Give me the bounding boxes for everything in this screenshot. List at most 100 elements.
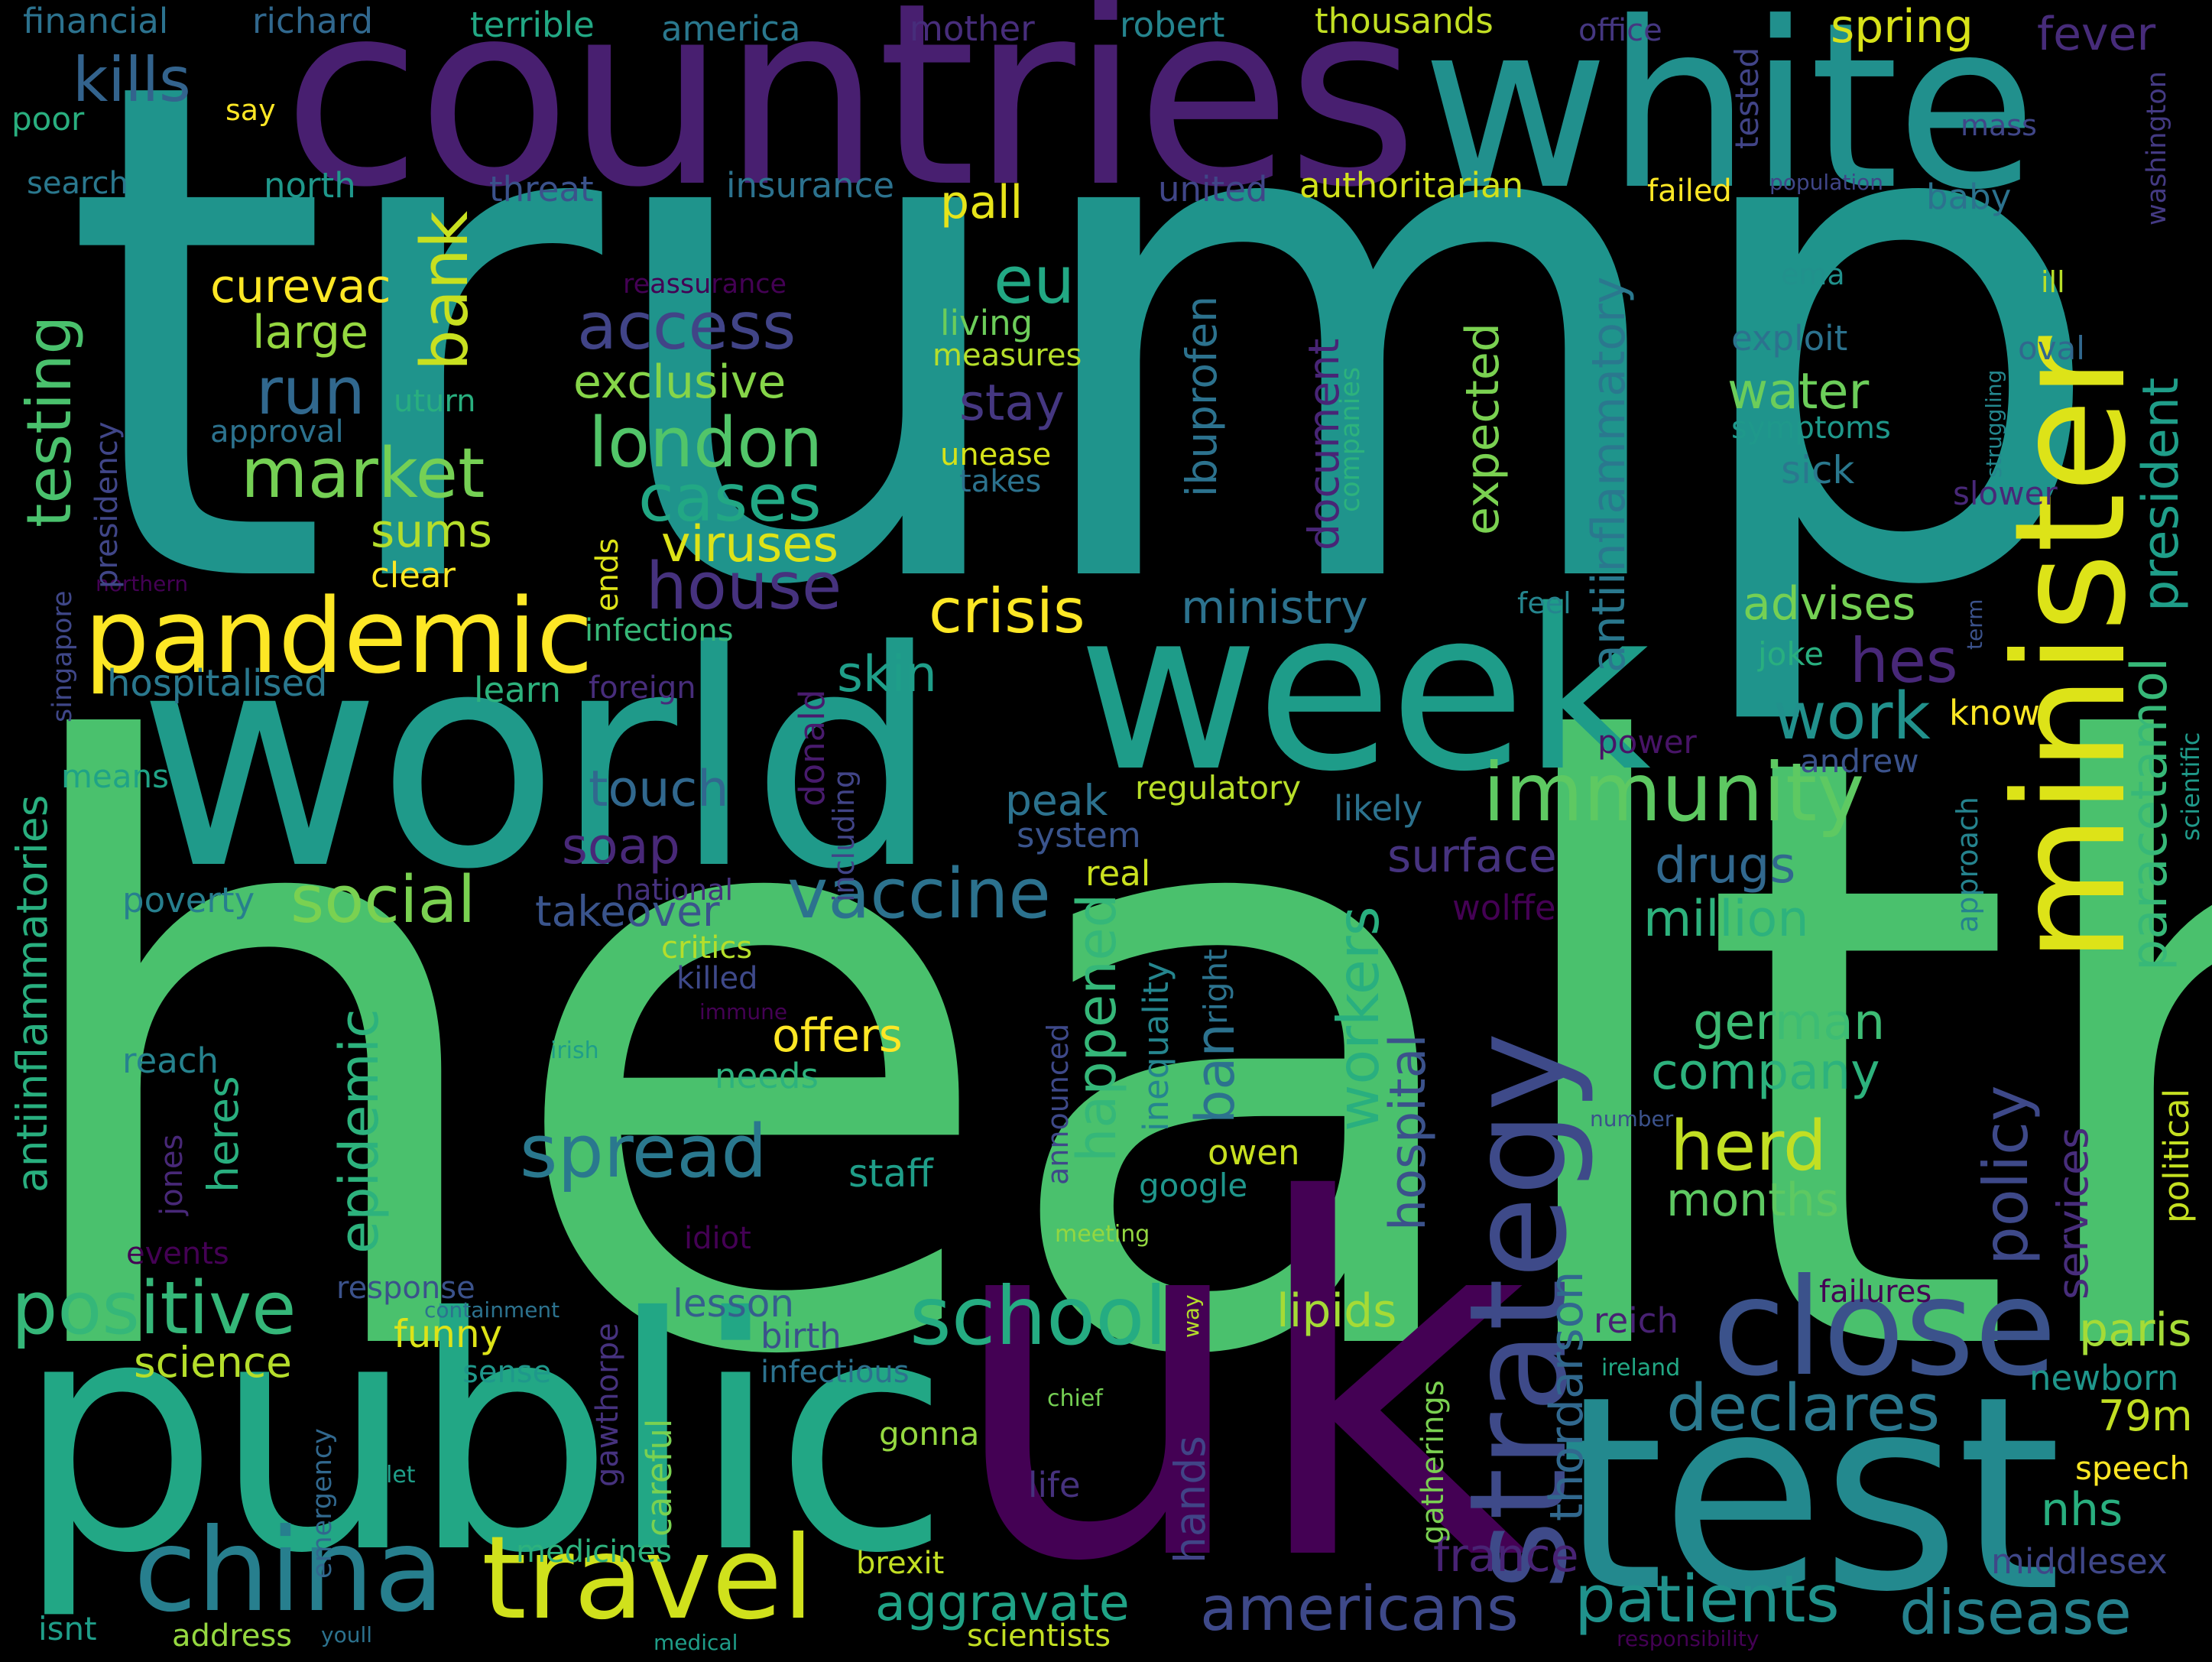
word-exploit: exploit xyxy=(1731,318,1848,359)
word-crisis: crisis xyxy=(929,576,1085,647)
word-stay: stay xyxy=(959,375,1065,432)
word-insurance: insurance xyxy=(726,165,895,206)
word-office: office xyxy=(1578,13,1662,48)
word-water: water xyxy=(1727,363,1870,420)
word-run: run xyxy=(256,354,365,430)
word-kills: kills xyxy=(73,44,191,115)
word-london: london xyxy=(589,403,823,483)
word-social: social xyxy=(290,862,476,938)
word-policy: policy xyxy=(1970,1085,2042,1265)
word-antiinflammatories: antiinflammatories xyxy=(8,794,57,1193)
word-reich: reich xyxy=(1594,1300,1678,1341)
word-travel: travel xyxy=(482,1512,815,1645)
word-surface: surface xyxy=(1387,829,1557,883)
word-test: test xyxy=(1559,1339,2061,1651)
word-singapore: singapore xyxy=(47,590,78,722)
word-baby: baby xyxy=(1926,177,2012,217)
word-white: white xyxy=(1422,0,2037,240)
word-way: way xyxy=(1179,1294,1204,1338)
word-eu: eu xyxy=(994,243,1075,319)
word-birth: birth xyxy=(761,1316,842,1356)
word-americans: americans xyxy=(1200,1573,1519,1644)
word-access: access xyxy=(577,289,796,365)
word-clear: clear xyxy=(371,555,456,596)
word-thousands: thousands xyxy=(1315,1,1494,41)
word-national: national xyxy=(615,873,734,907)
word-scientific: scientific xyxy=(2176,732,2205,841)
word-life: life xyxy=(1028,1465,1081,1505)
word-washington: washington xyxy=(2142,71,2172,226)
word-happened: happened xyxy=(1065,893,1128,1162)
word-medical: medical xyxy=(654,1630,738,1655)
word-medicines: medicines xyxy=(516,1534,672,1569)
word-paris: paris xyxy=(2079,1303,2192,1357)
word-hospitalised: hospitalised xyxy=(107,662,328,705)
word-gonna: gonna xyxy=(879,1415,980,1453)
word-ban: ban xyxy=(1184,1023,1247,1124)
word-fever: fever xyxy=(2037,8,2156,61)
word-financial: financial xyxy=(23,1,169,41)
word-ministry: ministry xyxy=(1181,581,1368,635)
word-means: means xyxy=(61,758,169,795)
word-right: right xyxy=(1197,949,1234,1024)
word-house: house xyxy=(646,549,842,625)
word-including: including xyxy=(827,769,861,902)
word-infectious: infectious xyxy=(761,1355,910,1390)
word-infections: infections xyxy=(585,613,734,648)
word-staff: staff xyxy=(848,1151,933,1196)
word-lipids: lipids xyxy=(1276,1284,1397,1338)
word-takes: takes xyxy=(959,464,1042,499)
word-services: services xyxy=(2048,1127,2097,1300)
word-north: north xyxy=(264,165,356,206)
word-irish: irish xyxy=(550,1037,599,1064)
word-political: political xyxy=(2156,1088,2197,1223)
word-market: market xyxy=(241,433,485,514)
word-paracetamol: paracetamol xyxy=(2121,657,2178,971)
word-peak: peak xyxy=(1005,776,1108,825)
word-terrible: terrible xyxy=(470,5,595,45)
word-joke: joke xyxy=(1758,635,1824,673)
word-poverty: poverty xyxy=(122,880,255,920)
word-careful: careful xyxy=(639,1418,679,1537)
word-hes: hes xyxy=(1850,625,1958,696)
word-pandemic: pandemic xyxy=(84,576,593,696)
word-america: america xyxy=(661,8,801,49)
word-uturn: uturn xyxy=(394,384,476,419)
word-pall: pall xyxy=(940,176,1023,229)
word-presidency: presidency xyxy=(89,421,125,589)
word-france: france xyxy=(1433,1529,1579,1582)
word-power: power xyxy=(1597,723,1697,761)
word-offers: offers xyxy=(772,1009,903,1063)
word-chief: chief xyxy=(1047,1385,1103,1412)
word-ibuprofen: ibuprofen xyxy=(1177,295,1226,497)
word-authoritarian: authoritarian xyxy=(1299,165,1524,206)
word-threat: threat xyxy=(489,169,594,209)
word-real: real xyxy=(1085,853,1151,894)
word-newborn: newborn xyxy=(2029,1358,2179,1398)
word-public: public xyxy=(15,1250,951,1624)
word-ends: ends xyxy=(590,537,625,612)
word-hands: hands xyxy=(1166,1436,1215,1563)
word-school: school xyxy=(910,1270,1167,1363)
word-president: president xyxy=(2133,377,2190,612)
word-united: united xyxy=(1158,169,1268,209)
word-antiinflammatory: antiinflammatory xyxy=(1582,276,1636,673)
word-ema: ema xyxy=(1781,258,1845,291)
word-health: health xyxy=(0,583,2212,1534)
word-heres: heres xyxy=(199,1076,248,1193)
word-population: population xyxy=(1769,170,1883,195)
word-google: google xyxy=(1139,1167,1248,1204)
word-months: months xyxy=(1666,1173,1839,1227)
word-events: events xyxy=(126,1236,229,1271)
word-needs: needs xyxy=(715,1056,819,1096)
word-company: company xyxy=(1651,1044,1880,1101)
word-response: response xyxy=(336,1271,475,1306)
word-sick: sick xyxy=(1781,448,1855,492)
word-learn: learn xyxy=(474,670,561,710)
word-know: know xyxy=(1949,693,2040,733)
word-reach: reach xyxy=(122,1040,219,1081)
word-idiot: idiot xyxy=(684,1221,751,1256)
word-epidemic: epidemic xyxy=(328,1008,391,1254)
word-unease: unease xyxy=(940,437,1052,472)
word-tested: tested xyxy=(1728,47,1766,149)
